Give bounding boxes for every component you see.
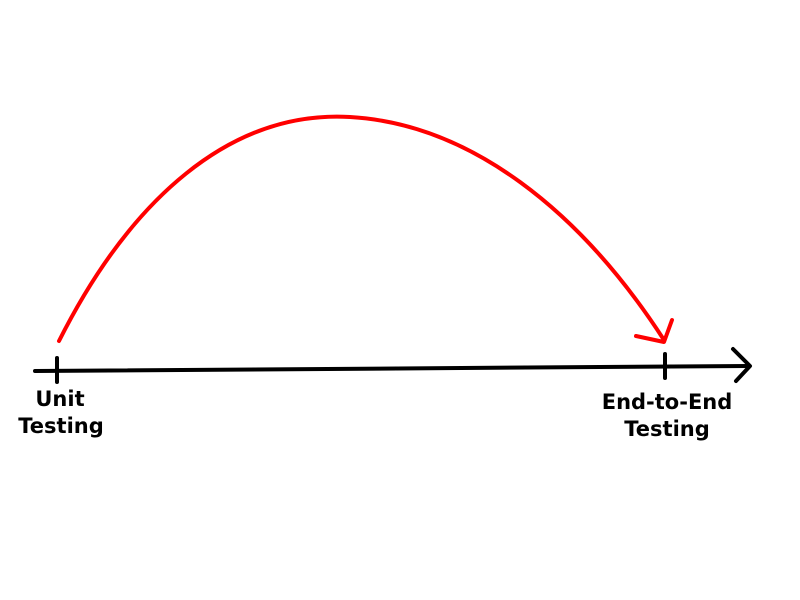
start-label-line1: Unit [35, 387, 84, 411]
axis-arrowhead-icon [731, 347, 752, 383]
start-label-line2: Testing [18, 414, 104, 438]
arc-arrowhead-icon [634, 318, 674, 344]
end-label-line1: End-to-End [602, 390, 733, 414]
timeline-axis [33, 364, 750, 373]
end-label-line2: Testing [624, 417, 710, 441]
jump-arc [57, 114, 666, 343]
